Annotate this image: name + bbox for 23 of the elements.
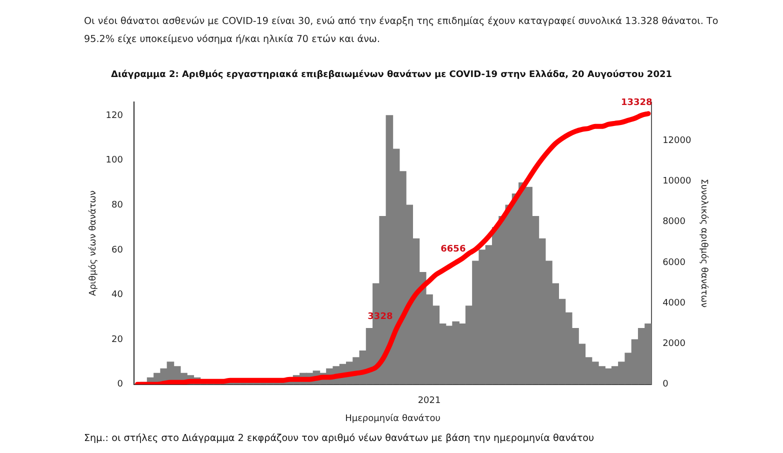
y-tick-label: 80 — [112, 200, 124, 210]
y-tick-label: 120 — [106, 110, 124, 121]
x-tick-label: 2021 — [418, 396, 441, 406]
y-axis-title: Αριθμός νέων θανάτων — [88, 190, 99, 296]
y2-axis-title: Συνολικός αριθμός θανάτων — [698, 178, 710, 308]
y-tick-label: 0 — [117, 380, 124, 390]
x-axis-title: Ημερομηνία θανάτου — [345, 412, 440, 424]
data-label: 13328 — [620, 98, 652, 108]
y-tick-label: 40 — [112, 290, 124, 300]
y2-tick-label: 6000 — [662, 258, 686, 268]
data-label: 6656 — [440, 244, 466, 255]
y2-tick-label: 4000 — [662, 298, 686, 308]
y-tick-label: 100 — [106, 156, 124, 166]
y-tick-label: 20 — [112, 334, 124, 345]
text: Οι νέοι θάνατοι ασθενών με COVID-19 είναι 30, ενώ από την έναρξη της επιδημίας έχουν καταγραφεί συνολικά 13.328 θάνατοι. Το 95.2% είχε υποκείμενο νόσημα ή/και ηλικία 70 ετών και άνω. — [84, 15, 720, 47]
y2-tick-label: 12000 — [662, 136, 692, 146]
chart-title: Διάγραμμα 2: Αριθμός εργαστηριακά επιβεβαιωμένων θανάτων με COVID-19 στην Ελλάδα, 20 Αυγούστου 2021 — [110, 70, 673, 80]
y2-tick-label: 2000 — [662, 339, 686, 350]
text: Σημ.: οι στήλες στο Διάγραμμα 2 εκφράζουν τον αριθμό νέων θανάτων με βάση την ημερομηνία θανάτου — [84, 433, 594, 444]
y2-tick-label: 8000 — [662, 217, 686, 228]
y-tick-label: 60 — [112, 245, 124, 256]
y2-tick-label: 0 — [662, 380, 669, 390]
y2-tick-label: 10000 — [662, 176, 692, 187]
